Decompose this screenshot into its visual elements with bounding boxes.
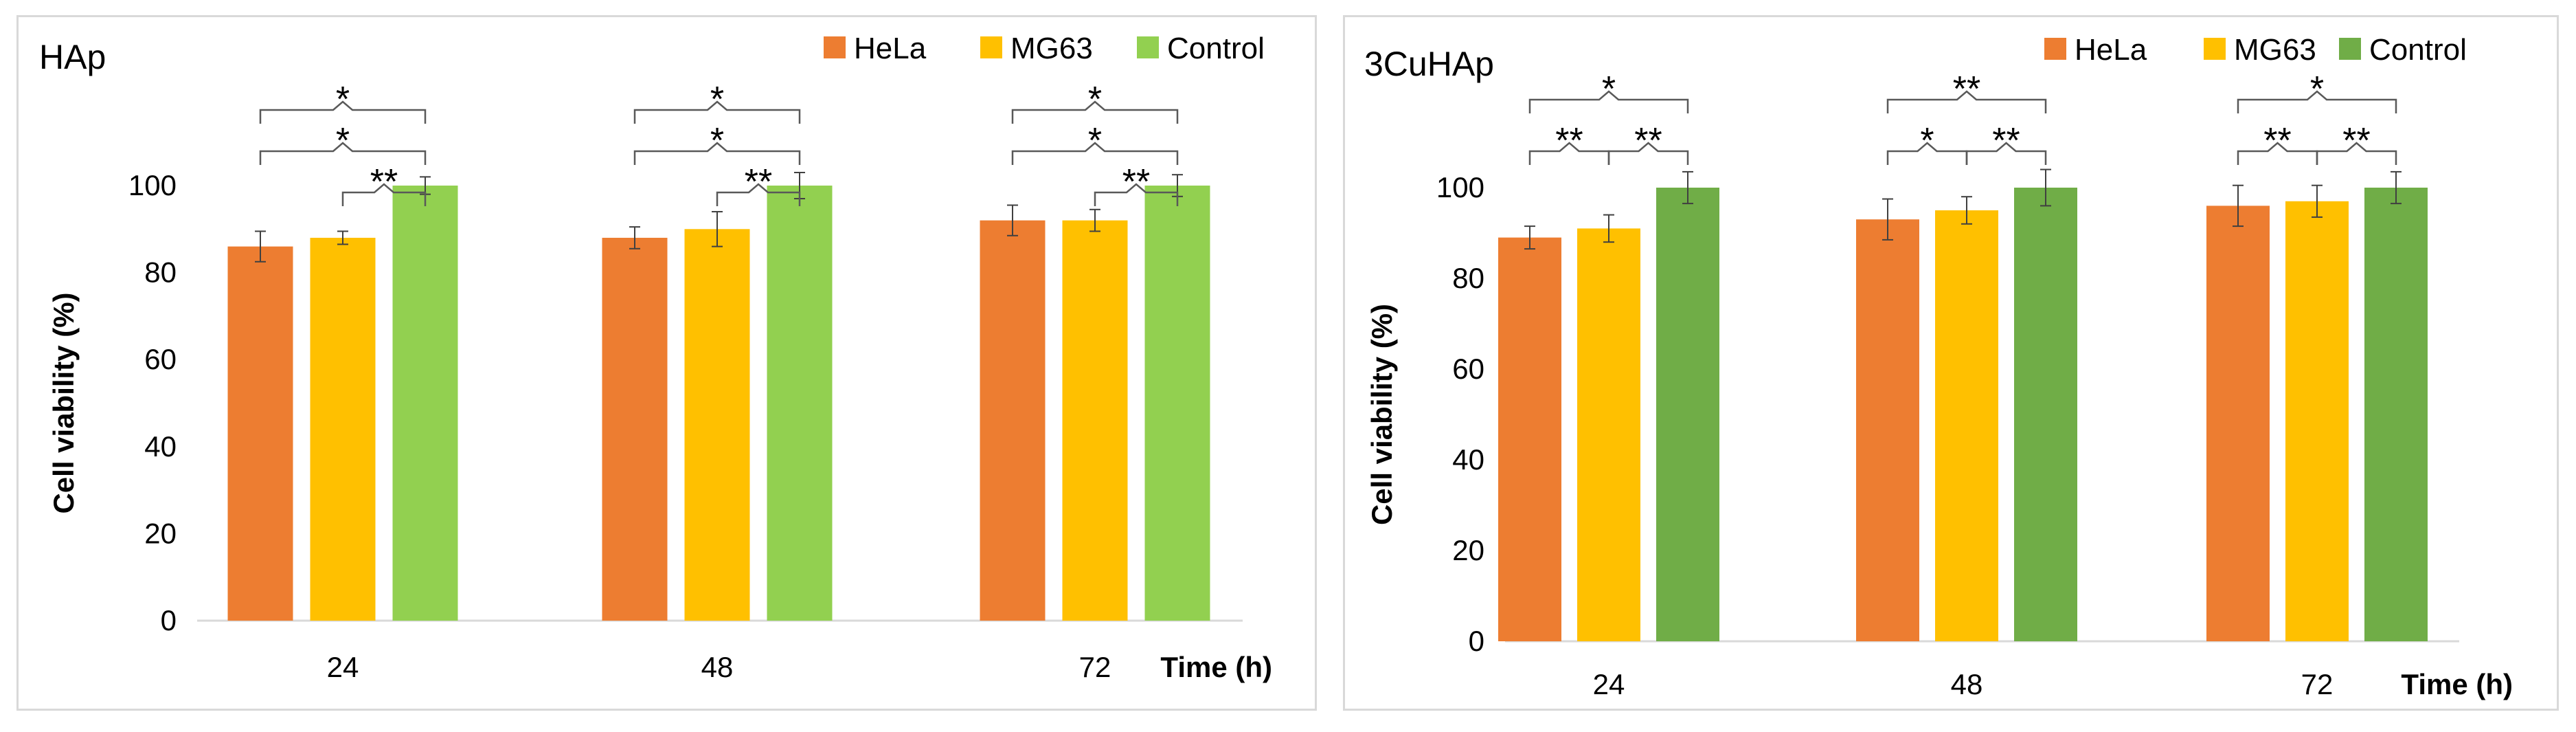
significance-bracket (716, 183, 801, 206)
legend-swatch-mg63 (2204, 38, 2226, 60)
significance-marker: ** (370, 162, 398, 202)
significance-bracket (2316, 142, 2397, 165)
legend-swatch-control (2339, 38, 2361, 60)
bar-hela-72 (980, 220, 1046, 621)
y-tick-label: 60 (1452, 353, 1484, 385)
significance-marker: * (1088, 121, 1102, 161)
bar-control-72 (1144, 186, 1210, 621)
significance-marker: * (710, 121, 724, 161)
bar-mg63-72 (1062, 220, 1128, 621)
significance-bracket (1528, 90, 1689, 113)
significance-marker: ** (2342, 121, 2370, 161)
bar-hela-24 (1498, 237, 1561, 642)
y-tick-label: 40 (144, 430, 177, 463)
chart-panel-3cuhap: 3CuHAp 0 20 40 60 80 100 Cell viability (%) 24 48… (1343, 15, 2559, 711)
legend-label-control: Control (1167, 32, 1265, 65)
y-tick-label: 100 (1436, 171, 1484, 203)
significance-marker: * (710, 80, 724, 120)
significance-bracket (1011, 142, 1179, 165)
significance-marker: * (1602, 69, 1616, 109)
significance-marker: ** (1122, 162, 1150, 202)
significance-bracket (341, 183, 427, 206)
significance-bracket (1011, 100, 1179, 124)
bar-hela-24 (227, 246, 293, 621)
x-tick-label: 72 (2301, 668, 2334, 700)
bar-hela-72 (2206, 206, 2270, 641)
significance-bracket (259, 100, 427, 124)
significance-marker: ** (1634, 121, 1662, 161)
y-tick-label: 0 (161, 604, 177, 636)
x-axis-label: Time (h) (1160, 651, 1272, 683)
significance-marker: ** (2263, 121, 2291, 161)
y-tick-label: 0 (1469, 625, 1484, 657)
y-axis-label: Cell viability (%) (47, 292, 80, 513)
x-tick-label: 48 (701, 651, 734, 683)
y-tick-label: 80 (144, 256, 177, 289)
x-tick-label: 72 (1079, 651, 1111, 683)
y-tick-label: 20 (144, 517, 177, 549)
chart-title: 3CuHAp (1364, 45, 1494, 83)
chart-svg-3cuhap: 3CuHAp 0 20 40 60 80 100 Cell viability (%) 24 48… (1364, 33, 2513, 700)
x-tick-label: 24 (327, 651, 359, 683)
chart-title: HAp (39, 38, 106, 76)
bar-control-24 (1656, 188, 1719, 641)
y-tick-label: 60 (144, 343, 177, 375)
bar-mg63-48 (1935, 210, 1998, 641)
bar-hela-48 (602, 237, 668, 621)
significance-bracket (1886, 90, 2047, 113)
significance-marker: ** (1555, 121, 1583, 161)
bar-mg63-24 (1577, 228, 1640, 641)
legend-swatch-hela (824, 36, 846, 58)
significance-bracket (1607, 142, 1689, 165)
bar-control-48 (2014, 188, 2077, 641)
legend-label-mg63: MG63 (1010, 32, 1093, 65)
bar-mg63-72 (2285, 201, 2349, 641)
significance-marker: ** (1953, 69, 1980, 109)
legend-label-control: Control (2369, 33, 2467, 67)
y-tick-label: 20 (1452, 534, 1484, 566)
bar-control-48 (767, 186, 833, 621)
significance-marker: * (1920, 121, 1934, 161)
y-tick-label: 80 (1452, 262, 1484, 294)
y-tick-label: 100 (128, 169, 177, 201)
x-axis-label: Time (h) (2401, 668, 2513, 700)
significance-bracket (1965, 142, 2047, 165)
legend-label-hela: HeLa (854, 32, 927, 65)
legend-swatch-hela (2044, 38, 2066, 60)
significance-bracket (1094, 183, 1179, 206)
significance-bracket (2237, 90, 2397, 113)
significance-marker: * (2310, 69, 2324, 109)
significance-marker: * (1088, 80, 1102, 120)
legend-swatch-control (1137, 36, 1159, 58)
legend-label-hela: HeLa (2075, 33, 2147, 67)
bar-hela-48 (1856, 219, 1919, 641)
bar-mg63-48 (684, 229, 750, 621)
bar-control-24 (392, 186, 458, 621)
significance-marker: * (336, 121, 350, 161)
x-tick-label: 24 (1593, 668, 1625, 700)
significance-bracket (633, 142, 801, 165)
y-axis-label: Cell viability (%) (1366, 304, 1398, 525)
significance-bracket (259, 142, 427, 165)
significance-marker: ** (1992, 121, 2020, 161)
bar-mg63-24 (310, 237, 376, 621)
bar-control-72 (2364, 188, 2428, 641)
legend-label-mg63: MG63 (2234, 33, 2316, 67)
chart-svg-hap: HAp 0 20 40 60 80 100 Cell viability (%) 24 48 72 T… (39, 32, 1272, 683)
chart-panel-hap: HAp 0 20 40 60 80 100 Cell viability (%) 24 48 72 T… (16, 15, 1317, 711)
significance-marker: ** (745, 162, 772, 202)
x-tick-label: 48 (1951, 668, 1983, 700)
y-tick-label: 40 (1452, 443, 1484, 476)
significance-bracket (633, 100, 801, 124)
legend-swatch-mg63 (980, 36, 1002, 58)
significance-marker: * (336, 80, 350, 120)
